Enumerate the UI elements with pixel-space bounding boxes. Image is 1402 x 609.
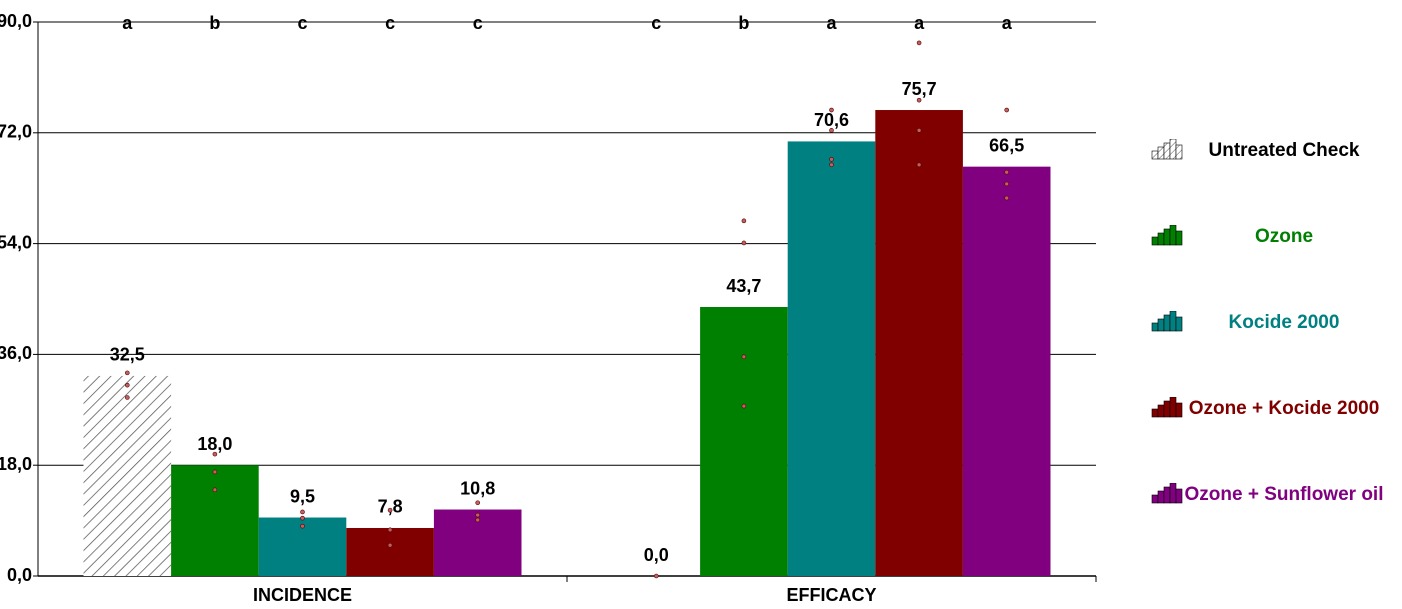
legend-item: Ozone + Kocide 2000 — [1150, 378, 1390, 438]
replicate-point — [829, 156, 834, 162]
replicate-point — [829, 107, 834, 113]
replicate-point — [741, 240, 747, 246]
x-tick-label: EFFICACY — [787, 585, 877, 605]
replicate-point — [1004, 181, 1010, 187]
legend-swatch — [1151, 397, 1183, 418]
replicate-point — [387, 542, 393, 548]
replicate-point — [741, 403, 747, 409]
y-tick-label: 72,0 — [0, 122, 32, 142]
legend-item: Ozone — [1150, 206, 1390, 266]
value-label: 32,5 — [110, 345, 145, 365]
legend-label: Untreated Check — [1208, 139, 1360, 161]
replicate-point — [475, 512, 481, 518]
replicate-point — [916, 128, 922, 133]
bar — [346, 527, 434, 576]
significance-letter: a — [914, 13, 925, 33]
bar — [787, 141, 876, 576]
legend-item: Kocide 2000 — [1150, 292, 1390, 352]
legend-label: Ozone + Sunflower oil — [1184, 483, 1384, 505]
value-label: 9,5 — [290, 486, 315, 506]
replicate-point — [916, 97, 922, 103]
replicate-point — [1004, 169, 1010, 175]
legend-label: Ozone — [1254, 225, 1314, 247]
replicate-point — [475, 500, 481, 506]
significance-letter: b — [209, 13, 220, 33]
bar — [962, 166, 1051, 576]
replicate-point — [125, 370, 130, 376]
bar — [83, 375, 172, 576]
legend-item: Ozone + Sunflower oil — [1150, 464, 1390, 524]
legend-label: Kocide 2000 — [1228, 311, 1340, 333]
y-tick-label: 36,0 — [0, 343, 32, 363]
replicate-point — [300, 509, 305, 515]
replicate-point — [212, 451, 218, 457]
value-label: 0,0 — [644, 545, 669, 565]
value-label: 7,8 — [378, 497, 403, 517]
y-tick-label: 54,0 — [0, 232, 32, 252]
value-label: 70,6 — [814, 110, 849, 130]
replicate-point — [300, 515, 305, 521]
legend-swatch — [1151, 225, 1183, 246]
significance-letter: b — [738, 13, 749, 33]
replicate-point — [916, 162, 922, 168]
replicate-point — [741, 354, 747, 360]
legend-swatch — [1151, 139, 1183, 160]
replicate-point — [916, 40, 922, 46]
replicate-point — [300, 523, 305, 529]
significance-letter: c — [297, 13, 307, 33]
replicate-point — [475, 517, 481, 523]
replicate-point — [1004, 107, 1010, 113]
y-tick-label: 0,0 — [7, 565, 32, 585]
replicate-point — [125, 395, 130, 400]
bar — [700, 307, 788, 576]
bar — [875, 110, 963, 576]
significance-letter: c — [473, 13, 483, 33]
replicate-point — [829, 162, 834, 168]
replicate-point — [387, 507, 393, 513]
legend-item: Untreated Check — [1150, 120, 1390, 180]
significance-letter: a — [122, 13, 133, 33]
significance-letter: a — [1002, 13, 1013, 33]
y-tick-label: 90,0 — [0, 11, 32, 31]
chart: 0,0 18,0 36,0 54,0 72,0 90,0 INCIDENCE 32,5 a 18,… — [0, 11, 1097, 605]
value-label: 75,7 — [902, 79, 937, 99]
replicate-point — [1004, 195, 1010, 201]
replicate-point — [125, 382, 130, 388]
value-label: 43,7 — [726, 276, 761, 296]
y-tick-label: 18,0 — [0, 454, 32, 474]
replicate-point — [653, 573, 659, 579]
replicate-point — [212, 469, 218, 475]
legend-swatch — [1151, 483, 1183, 504]
value-label: 18,0 — [197, 434, 232, 454]
replicate-point — [212, 487, 218, 493]
replicate-point — [741, 218, 747, 224]
legend-swatch — [1151, 311, 1183, 332]
legend-label: Ozone + Kocide 2000 — [1188, 397, 1380, 419]
value-label: 66,5 — [989, 135, 1024, 155]
value-label: 10,8 — [460, 478, 495, 498]
replicate-point — [387, 527, 393, 533]
x-tick-label: INCIDENCE — [253, 585, 352, 605]
significance-letter: a — [826, 13, 837, 33]
significance-letter: c — [651, 13, 661, 33]
bar — [171, 465, 259, 576]
replicate-point — [829, 128, 834, 133]
significance-letter: c — [385, 13, 395, 33]
